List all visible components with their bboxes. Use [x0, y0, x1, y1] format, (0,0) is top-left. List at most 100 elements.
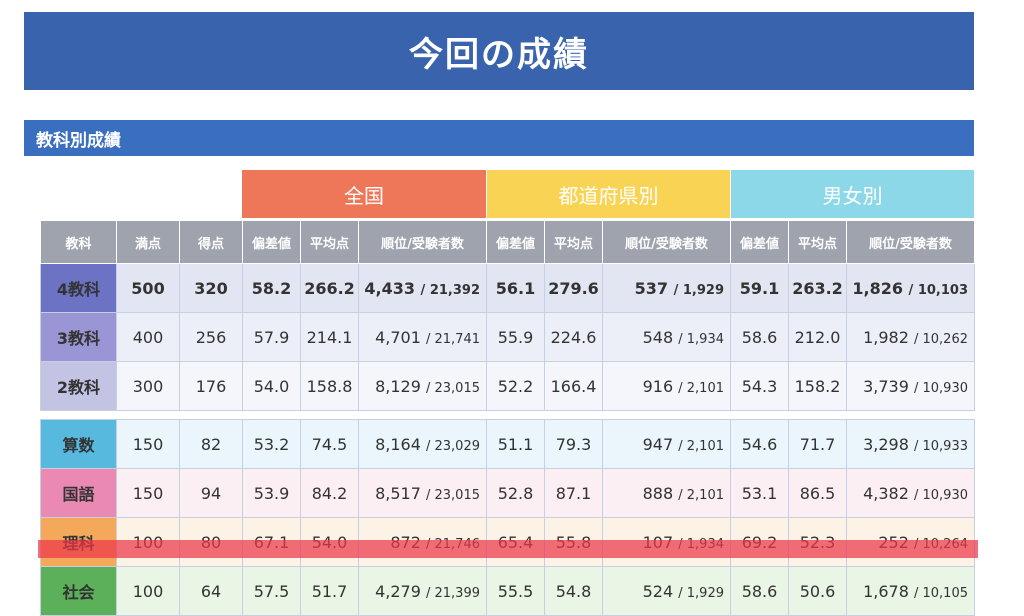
examinee-total: / 1,934 — [678, 331, 724, 347]
prefecture-average-cell: 79.3 — [544, 419, 603, 469]
rank-value: 1,826 — [852, 278, 903, 298]
prefecture-deviation-cell: 56.1 — [486, 263, 545, 313]
rank-value: 107 — [642, 532, 674, 552]
gender-deviation-cell: 58.6 — [730, 566, 789, 616]
table-row: 社会 100 64 57.5 51.7 4,279 / 21,399 55.5 … — [40, 566, 975, 616]
rank-value: 8,164 — [375, 434, 421, 454]
national-average-cell: 74.5 — [300, 419, 359, 469]
gender-rank-cell: 4,382 / 10,930 — [846, 468, 975, 518]
national-rank-cell: 4,433 / 21,392 — [358, 263, 487, 313]
examinee-total: / 10,105 — [914, 585, 968, 601]
prefecture-rank-cell: 537 / 1,929 — [602, 263, 731, 313]
national-deviation-cell: 53.9 — [242, 468, 301, 518]
gender-deviation-cell: 53.1 — [730, 468, 789, 518]
score-cell: 82 — [179, 419, 243, 469]
national-deviation-cell: 67.1 — [242, 517, 301, 567]
rank-value: 4,433 — [364, 278, 415, 298]
prefecture-deviation-cell: 55.5 — [486, 566, 545, 616]
gender-average-cell: 212.0 — [788, 312, 847, 362]
prefecture-deviation-cell: 65.4 — [486, 517, 545, 567]
subject-cell: 社会 — [40, 566, 117, 616]
prefecture-rank-cell: 548 / 1,934 — [602, 312, 731, 362]
col-header-prefecture-average: 平均点 — [544, 220, 603, 264]
gender-deviation-cell: 69.2 — [730, 517, 789, 567]
examinee-total: / 23,015 — [426, 380, 480, 396]
subject-cell: 理科 — [40, 517, 117, 567]
examinee-total: / 2,101 — [678, 487, 724, 503]
group-header-national: 全国 — [242, 170, 486, 218]
examinee-total: / 23,015 — [426, 487, 480, 503]
rank-value: 888 — [642, 483, 674, 503]
national-average-cell: 84.2 — [300, 468, 359, 518]
group-header-prefecture: 都道府県別 — [487, 170, 730, 218]
gender-rank-cell: 3,298 / 10,933 — [846, 419, 975, 469]
rank-value: 4,279 — [375, 581, 421, 601]
col-header-gender-average: 平均点 — [788, 220, 847, 264]
table-row: 3教科 400 256 57.9 214.1 4,701 / 21,741 55… — [40, 312, 975, 362]
rank-value: 3,739 — [863, 376, 909, 396]
prefecture-rank-cell: 888 / 2,101 — [602, 468, 731, 518]
rank-value: 3,298 — [863, 434, 909, 454]
examinee-total: / 2,101 — [678, 380, 724, 396]
prefecture-deviation-cell: 52.2 — [486, 361, 545, 411]
col-header-gender-rank: 順位/受験者数 — [846, 220, 975, 264]
gender-average-cell: 50.6 — [788, 566, 847, 616]
table-row: 理科 100 80 67.1 54.0 872 / 21,746 65.4 55… — [40, 517, 975, 567]
prefecture-deviation-cell: 51.1 — [486, 419, 545, 469]
col-header-score: 得点 — [179, 220, 243, 264]
examinee-total: / 1,929 — [678, 585, 724, 601]
gender-average-cell: 158.2 — [788, 361, 847, 411]
prefecture-average-cell: 55.8 — [544, 517, 603, 567]
col-header-prefecture-deviation: 偏差値 — [486, 220, 545, 264]
national-deviation-cell: 53.2 — [242, 419, 301, 469]
examinee-total: / 10,103 — [908, 282, 968, 298]
gender-average-cell: 263.2 — [788, 263, 847, 313]
prefecture-rank-cell: 947 / 2,101 — [602, 419, 731, 469]
examinee-total: / 21,399 — [426, 585, 480, 601]
gender-deviation-cell: 59.1 — [730, 263, 789, 313]
score-cell: 64 — [179, 566, 243, 616]
gender-deviation-cell: 54.3 — [730, 361, 789, 411]
gender-deviation-cell: 54.6 — [730, 419, 789, 469]
prefecture-rank-cell: 107 / 1,934 — [602, 517, 731, 567]
gender-rank-cell: 3,739 / 10,930 — [846, 361, 975, 411]
max-cell: 400 — [116, 312, 180, 362]
national-average-cell: 214.1 — [300, 312, 359, 362]
examinee-total: / 21,746 — [426, 536, 480, 552]
col-header-prefecture-rank: 順位/受験者数 — [602, 220, 731, 264]
subject-cell: 4教科 — [40, 263, 117, 313]
national-deviation-cell: 54.0 — [242, 361, 301, 411]
national-rank-cell: 8,517 / 23,015 — [358, 468, 487, 518]
table-row: 2教科 300 176 54.0 158.8 8,129 / 23,015 52… — [40, 361, 975, 411]
examinee-total: / 10,262 — [914, 331, 968, 347]
prefecture-average-cell: 224.6 — [544, 312, 603, 362]
rank-value: 4,701 — [375, 327, 421, 347]
col-header-national-deviation: 偏差値 — [242, 220, 301, 264]
subject-cell: 算数 — [40, 419, 117, 469]
gender-average-cell: 52.3 — [788, 517, 847, 567]
national-rank-cell: 4,279 / 21,399 — [358, 566, 487, 616]
rank-value: 8,129 — [375, 376, 421, 396]
table-row: 4教科 500 320 58.2 266.2 4,433 / 21,392 56… — [40, 263, 975, 313]
max-cell: 150 — [116, 419, 180, 469]
gender-average-cell: 71.7 — [788, 419, 847, 469]
gender-rank-cell: 1,982 / 10,262 — [846, 312, 975, 362]
examinee-total: / 10,930 — [914, 380, 968, 396]
max-cell: 100 — [116, 517, 180, 567]
page-title: 今回の成績 — [24, 12, 974, 90]
gender-rank-cell: 1,678 / 10,105 — [846, 566, 975, 616]
examinee-total: / 10,933 — [914, 438, 968, 454]
row-separator — [40, 410, 975, 420]
subject-cell: 2教科 — [40, 361, 117, 411]
score-cell: 94 — [179, 468, 243, 518]
national-rank-cell: 8,129 / 23,015 — [358, 361, 487, 411]
prefecture-rank-cell: 524 / 1,929 — [602, 566, 731, 616]
rank-value: 4,382 — [863, 483, 909, 503]
national-rank-cell: 8,164 / 23,029 — [358, 419, 487, 469]
score-cell: 256 — [179, 312, 243, 362]
col-header-national-rank: 順位/受験者数 — [358, 220, 487, 264]
rank-value: 8,517 — [375, 483, 421, 503]
gender-rank-cell: 252 / 10,264 — [846, 517, 975, 567]
national-average-cell: 158.8 — [300, 361, 359, 411]
national-rank-cell: 872 / 21,746 — [358, 517, 487, 567]
